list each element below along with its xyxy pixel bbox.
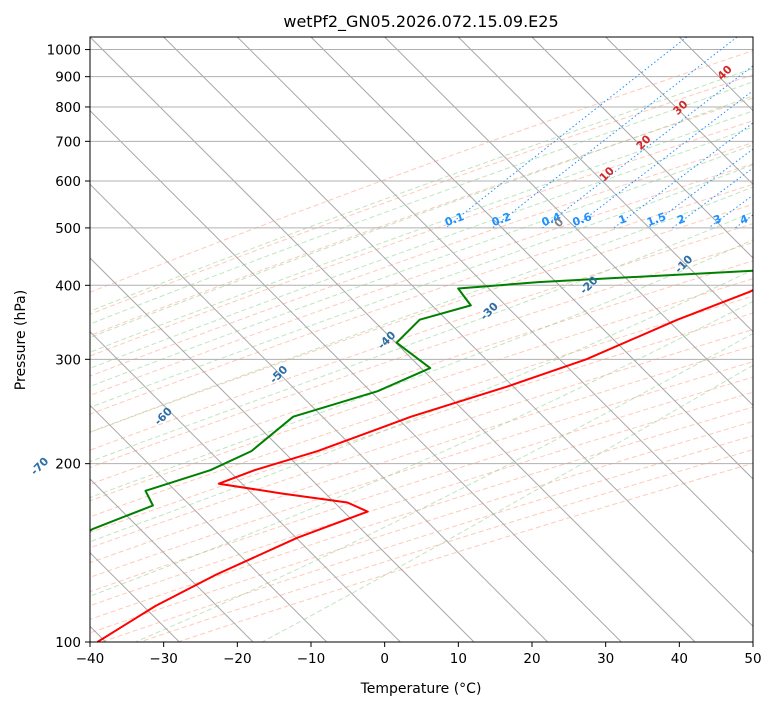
isotherm-label: -70 (28, 455, 51, 478)
x-axis-label: Temperature (°C) (360, 681, 482, 697)
isotherm (384, 37, 753, 407)
x-tick-label: 0 (380, 651, 389, 667)
mixing-ratio-label: 0.4 (540, 210, 563, 229)
isotherm (90, 257, 475, 642)
dry-adiabat (90, 391, 753, 607)
x-tick-label: 10 (450, 651, 467, 667)
moist-adiabat (90, 67, 753, 312)
dry-adiabat (90, 223, 753, 451)
y-tick-label: 800 (55, 100, 81, 116)
dry-adiabat (90, 278, 753, 502)
y-tick-label: 600 (55, 174, 81, 190)
isotherm (163, 37, 753, 628)
isotherm (752, 37, 753, 38)
isotherm (605, 37, 753, 186)
moist-adiabat (90, 211, 753, 463)
x-tick-label: 20 (523, 651, 540, 667)
dry-adiabat (90, 345, 753, 564)
x-tick-label: −30 (149, 651, 178, 667)
x-tick-label: 50 (744, 651, 761, 667)
dry-adiabat (90, 376, 753, 593)
temperature-profile (96, 289, 753, 642)
moist-adiabat (90, 269, 753, 543)
moist-adiabat (90, 239, 753, 499)
x-tick-label: 40 (671, 651, 688, 667)
y-tick-label: 500 (55, 221, 81, 237)
isotherm (90, 183, 549, 642)
moist-adiabat (90, 164, 753, 408)
isotherm (90, 109, 622, 642)
moist-adiabat (90, 81, 753, 325)
dry-adiabat (90, 329, 753, 549)
dry-adiabat (90, 97, 753, 337)
y-tick-label: 900 (55, 70, 81, 86)
mixing-ratio-label: 0.6 (571, 210, 594, 229)
x-tick-label: 30 (597, 651, 614, 667)
y-tick-label: 100 (55, 635, 81, 651)
dry-adiabat (90, 260, 753, 485)
y-tick-label: 400 (55, 278, 81, 294)
moist-adiabat (261, 364, 753, 642)
dry-adiabat (90, 142, 753, 377)
dry-adiabat (90, 163, 753, 396)
isotherm (90, 330, 401, 642)
mixing-ratio-label: 3 (712, 212, 724, 227)
mixing-ratio-line (492, 37, 738, 229)
y-tick-label: 1000 (47, 43, 81, 59)
plot-frame (89, 36, 754, 643)
moist-adiabat (90, 186, 753, 433)
dry-adiabat (90, 50, 753, 293)
mixing-ratio-label: 2 (675, 212, 687, 227)
chart-title: wetPf2_GN05.2026.072.15.09.E25 (283, 12, 558, 32)
moist-adiabat (90, 300, 753, 597)
y-axis-label: Pressure (hPa) (13, 290, 29, 390)
isotherm (236, 37, 753, 554)
mixing-ratio-line (572, 90, 753, 229)
isotherm (457, 37, 753, 333)
plot-background (90, 37, 753, 642)
dry-adiabat (90, 361, 753, 578)
x-tick-label: −40 (76, 651, 105, 667)
mixing-ratio-line (672, 167, 753, 229)
y-tick-label: 300 (55, 352, 81, 368)
dry-adiabat (90, 241, 753, 469)
isotherm (90, 404, 328, 642)
isotherm (310, 37, 753, 480)
dry-adiabat (90, 295, 753, 518)
x-tick-label: −20 (223, 651, 252, 667)
mixing-ratio-label: 1.5 (645, 210, 668, 229)
mixing-ratio-label: 4 (738, 212, 750, 227)
isotherm (90, 37, 696, 642)
mixing-ratio-label: 0.2 (490, 210, 513, 229)
dewpoint-profile (90, 269, 753, 532)
x-tick-label: −10 (297, 651, 326, 667)
isotherm (90, 478, 254, 642)
y-tick-label: 200 (55, 457, 81, 473)
mixing-ratio-label: 1 (617, 212, 629, 227)
mixing-ratio-label: 0.1 (443, 210, 466, 229)
y-tick-label: 700 (55, 134, 81, 150)
mixing-ratio-line (542, 65, 753, 229)
isotherm (531, 37, 753, 259)
dry-adiabat (90, 312, 753, 534)
